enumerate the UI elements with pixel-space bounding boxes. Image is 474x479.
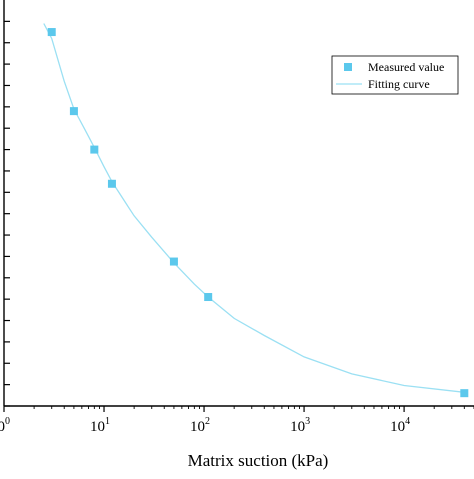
- x-tick-exponent-3: 3: [305, 416, 310, 427]
- x-tick-exponent-1: 1: [105, 416, 110, 427]
- measured-point-4: [169, 257, 178, 266]
- legend-label-measured: Measured value: [368, 60, 444, 74]
- measured-point-0: [47, 28, 56, 37]
- x-tick-label-4: 104: [390, 416, 410, 435]
- measured-points-layer: [47, 28, 469, 398]
- x-tick-exponent-4: 4: [405, 416, 410, 427]
- measured-point-5: [204, 293, 213, 302]
- x-tick-label-0: 100: [0, 416, 10, 435]
- measured-point-3: [107, 179, 116, 188]
- x-tick-label-3: 103: [290, 416, 310, 435]
- x-axis-title: Matrix suction (kPa): [188, 451, 329, 470]
- axes: 100101102103104: [0, 0, 474, 435]
- x-tick-exponent-2: 2: [205, 416, 210, 427]
- measured-point-1: [69, 107, 78, 116]
- measured-point-2: [90, 145, 99, 154]
- x-tick-exponent-0: 0: [5, 416, 10, 427]
- measured-point-6: [460, 389, 469, 398]
- legend-label-fitting: Fitting curve: [368, 77, 430, 91]
- legend-box: [331, 55, 459, 95]
- legend-marker-measured: [344, 63, 352, 71]
- x-tick-label-1: 101: [90, 416, 110, 435]
- legend: Measured value Fitting curve: [331, 55, 459, 95]
- x-tick-label-2: 102: [190, 416, 210, 435]
